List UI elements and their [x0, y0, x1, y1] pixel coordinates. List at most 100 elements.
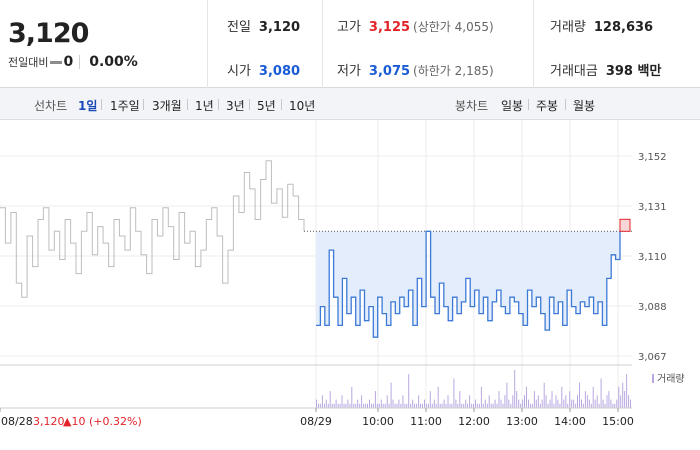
last-price-marker	[619, 218, 631, 232]
volume-bar	[488, 395, 490, 408]
candle-chart-label: 봉차트	[455, 99, 489, 113]
line-chart-label: 선차트	[34, 99, 68, 113]
period-1y[interactable]: 1년	[195, 99, 214, 113]
volume-bar	[414, 403, 416, 408]
period-10y[interactable]: 10년	[289, 99, 316, 113]
volume-bar	[541, 399, 543, 408]
period-3y[interactable]: 3년	[226, 99, 245, 113]
volume-bar	[522, 399, 524, 408]
stat-value: 128,636	[593, 20, 654, 35]
stat-label: 저가	[337, 64, 361, 79]
period-1w[interactable]: 1주일	[110, 99, 140, 113]
volume-bar	[351, 386, 353, 408]
volume-bar	[626, 374, 628, 408]
volume-bar	[590, 403, 592, 408]
volume-bar	[386, 395, 388, 408]
period-3m[interactable]: 3개월	[152, 99, 182, 113]
volume-bar	[355, 403, 357, 408]
volume-bar	[459, 391, 461, 408]
candle-daily[interactable]: 일봉	[501, 99, 524, 113]
volume-bar	[582, 403, 584, 408]
volume-bar	[504, 395, 506, 408]
stat-amount: 거래대금 398 백만	[550, 60, 661, 79]
volume-bar	[367, 403, 368, 408]
volume-bar	[371, 403, 372, 408]
volume-bar	[512, 395, 514, 408]
volume-bar	[571, 399, 573, 408]
volume-bar	[581, 399, 582, 408]
stat-label: 거래량	[550, 20, 586, 35]
volume-bar	[588, 399, 590, 408]
volume-bar	[451, 403, 453, 408]
y-tick-label: 3,152	[638, 152, 667, 163]
volume-bar	[467, 403, 469, 408]
volume-bar	[598, 403, 600, 408]
volume-bar	[628, 395, 630, 408]
candle-monthly[interactable]: 월봉	[573, 99, 596, 113]
period-5y[interactable]: 5년	[257, 99, 276, 113]
volume-legend: 거래량	[657, 373, 685, 385]
volume-bar	[526, 386, 527, 408]
volume-bar	[602, 399, 604, 408]
period-1d[interactable]: 1일	[78, 99, 98, 113]
volume-bar	[498, 391, 500, 408]
volume-bar	[492, 403, 494, 408]
prev-day-change-rate: (+0.32%)	[89, 415, 142, 428]
x-tick-label: 12:00	[458, 415, 490, 428]
stat-value: 398 백만	[605, 64, 662, 79]
volume-bar	[341, 395, 343, 408]
volume-bar	[579, 382, 580, 408]
divider	[322, 0, 323, 88]
volume-bar	[528, 399, 529, 408]
volume-bar	[408, 374, 410, 408]
volume-bar	[516, 391, 518, 408]
volume-bar	[316, 399, 317, 408]
volume-bar	[594, 399, 596, 408]
volume-bar	[549, 399, 551, 408]
volume-bar	[353, 403, 355, 408]
volume-bar	[469, 395, 471, 408]
volume-bar	[331, 403, 333, 408]
volume-bar	[561, 386, 563, 408]
candle-weekly[interactable]: 주봉	[536, 99, 559, 113]
volume-bar	[392, 399, 394, 408]
volume-bar	[486, 403, 488, 408]
volume-bar	[337, 403, 339, 408]
volume-bar	[506, 382, 508, 408]
volume-bar	[475, 399, 476, 408]
volume-bar	[447, 395, 449, 408]
volume-bar	[551, 391, 553, 408]
x-tick-label: 13:00	[506, 415, 538, 428]
volume-bar	[604, 403, 606, 408]
volume-bar	[429, 391, 431, 408]
volume-bar	[529, 403, 531, 408]
volume-bar	[537, 395, 539, 408]
volume-bar	[388, 403, 390, 408]
volume-bar	[433, 399, 435, 408]
volume-bar	[369, 399, 370, 408]
volume-bar	[325, 399, 327, 408]
stat-high: 고가 3,125 (상한가 4,055)	[337, 16, 494, 35]
divider	[79, 55, 81, 69]
volume-bar	[553, 403, 555, 408]
divider	[218, 99, 219, 110]
volume-bar	[333, 403, 335, 408]
change-label: 전일대비	[8, 56, 49, 69]
volume-bar	[361, 395, 363, 408]
volume-bar	[384, 403, 386, 408]
volume-bar	[514, 370, 516, 408]
upper-limit: (상한가 4,055)	[413, 20, 494, 34]
volume-bar	[533, 391, 535, 408]
volume-bar	[618, 386, 620, 408]
volume-bar	[425, 403, 427, 408]
volume-bar	[502, 403, 504, 408]
volume-bar	[614, 403, 616, 408]
volume-bar	[443, 399, 445, 408]
volume-bar	[465, 399, 467, 408]
prev-day-change: ▲10	[63, 415, 85, 428]
volume-bar	[420, 403, 421, 408]
volume-bar	[455, 399, 457, 408]
volume-bar	[473, 403, 474, 408]
stat-volume: 거래량 128,636	[550, 16, 653, 35]
stat-label: 고가	[337, 20, 361, 35]
